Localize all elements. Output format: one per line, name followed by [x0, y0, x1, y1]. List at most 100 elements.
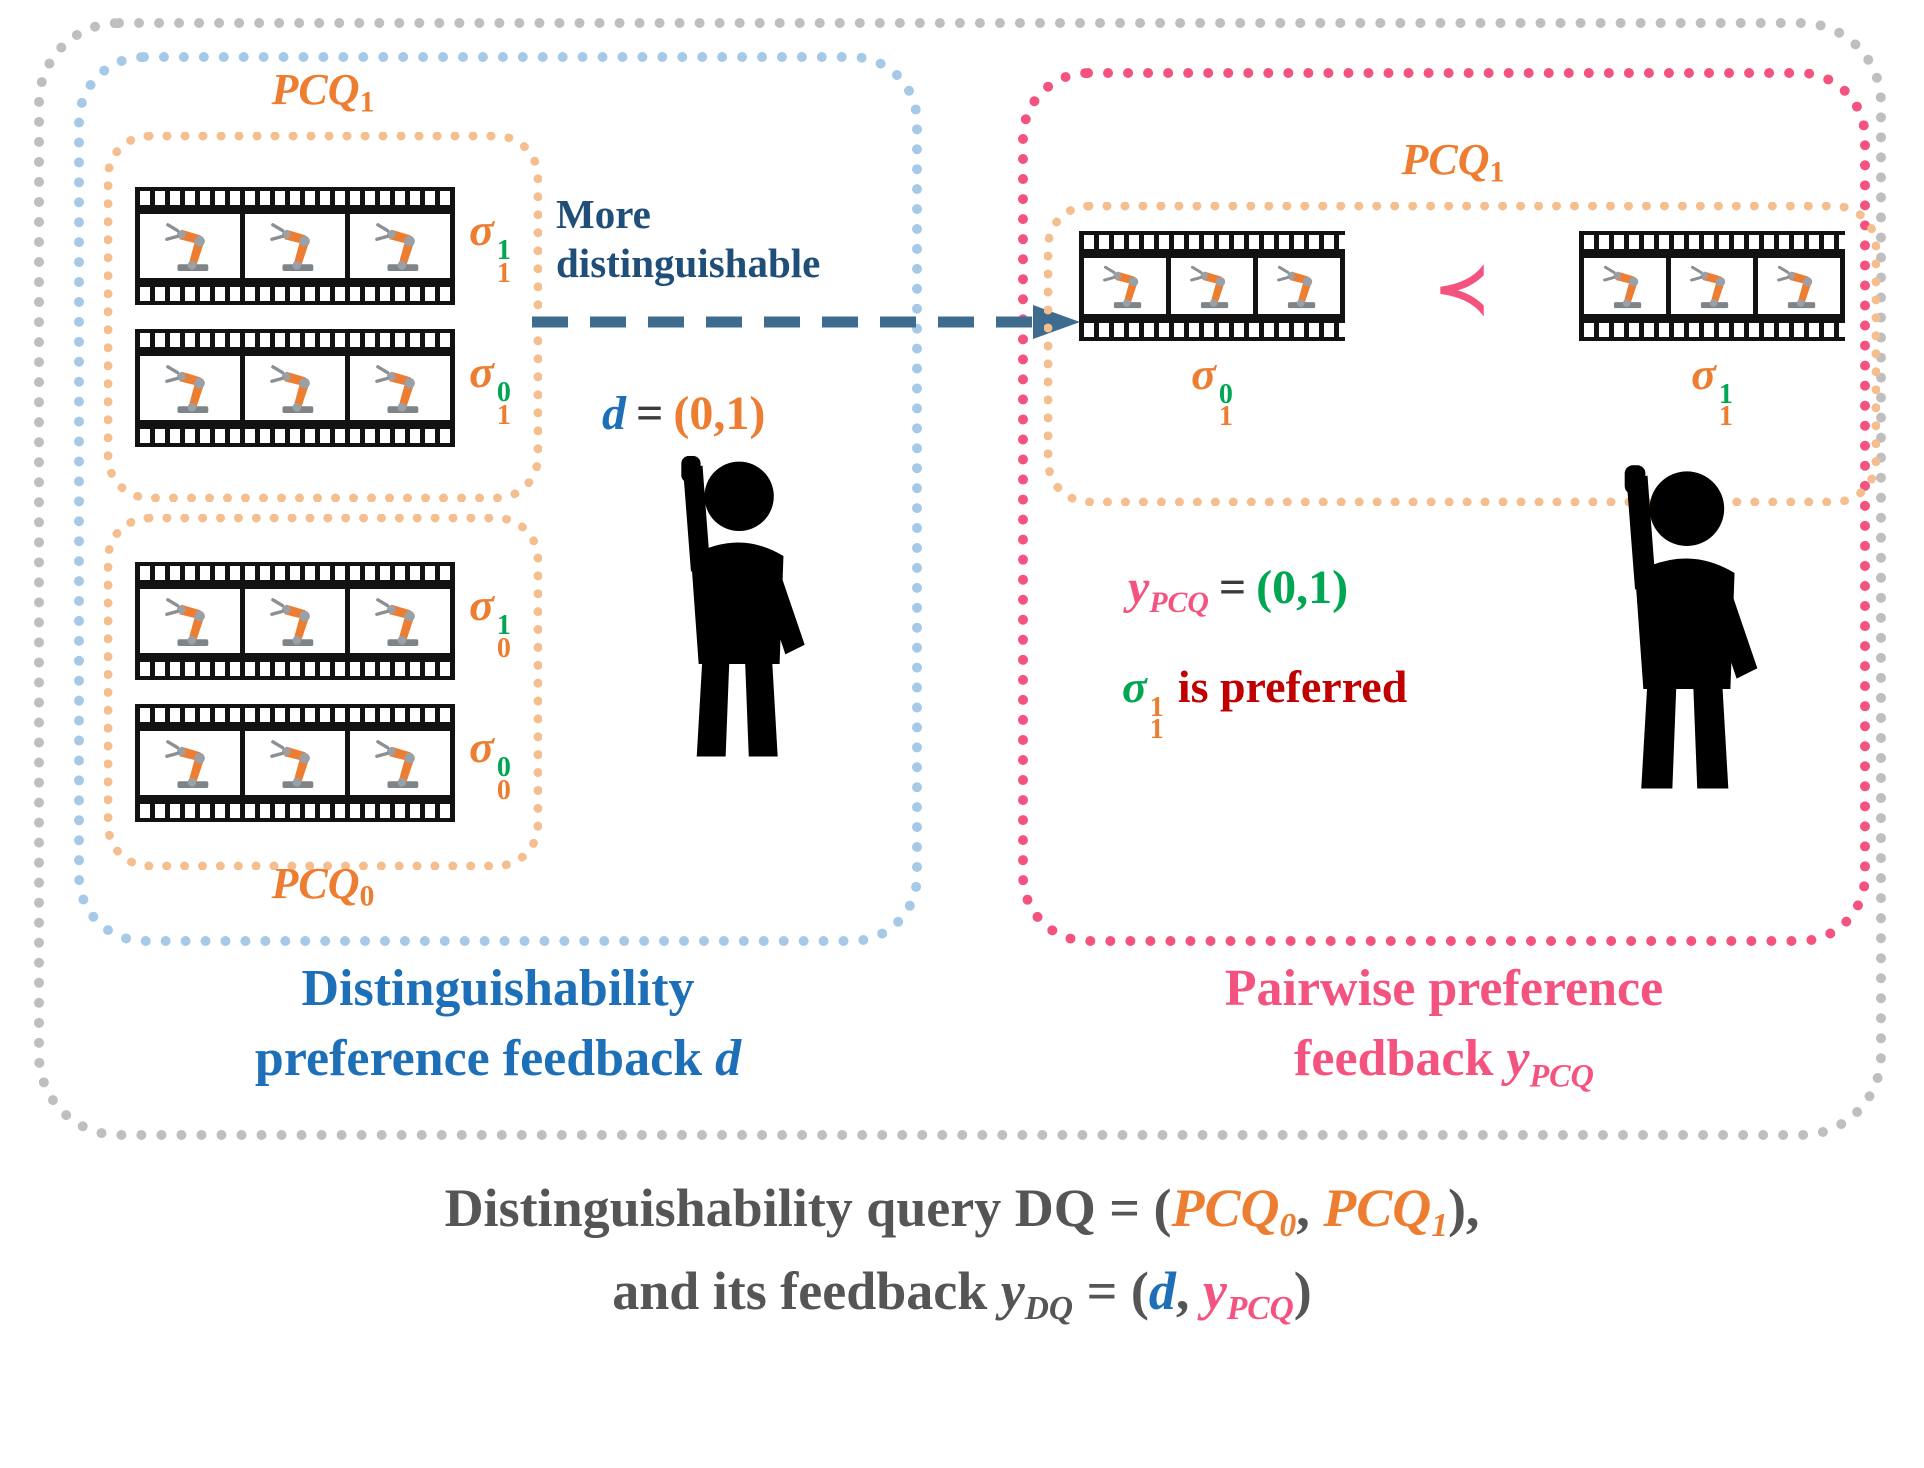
right-caption-line1: Pairwise preference [1224, 960, 1664, 1017]
filmstrip-sprockets [135, 800, 456, 822]
filmstrip [135, 187, 456, 305]
robot-arm-icon [1680, 263, 1744, 309]
filmstrip-sprockets [135, 658, 456, 680]
figure-caption: Distinguishability query DQ = (PCQ0, PCQ… [0, 1168, 1924, 1335]
filmstrip-sprockets [135, 329, 456, 351]
right-caption-line2: feedback yPCQ [1294, 1030, 1594, 1094]
filmstrip [135, 562, 456, 680]
robot-arm-icon [153, 362, 227, 414]
robot-arm-frame [345, 351, 456, 425]
robot-arm-frame [240, 351, 351, 425]
filmstrip-sprockets [1579, 319, 1845, 341]
preferred-statement: σ 1 1 is preferred [1122, 660, 1408, 746]
robot-arm-frame [135, 726, 246, 800]
filmstrip-sprockets [135, 187, 456, 209]
filmstrip [135, 704, 456, 822]
distinguishability-panel [74, 52, 922, 946]
robot-arm-icon [363, 220, 437, 272]
figure-caption-line1: Distinguishability query DQ = (PCQ0, PCQ… [444, 1178, 1480, 1245]
equals-sign: = [1218, 561, 1247, 614]
filmstrip-sprockets [135, 704, 456, 726]
robot-arm-frame [345, 726, 456, 800]
human-evaluator-icon [1548, 462, 1776, 800]
robot-arm-icon [1593, 263, 1657, 309]
pcq1-label-right: PCQ1 [1401, 135, 1505, 189]
left-caption-line1: Distinguishability [301, 960, 695, 1017]
robot-arm-frame [1253, 253, 1345, 319]
filmstrip-sprockets [1079, 231, 1345, 253]
robot-arm-icon [258, 737, 332, 789]
robot-arm-frame [1166, 253, 1258, 319]
robot-arm-frame [240, 726, 351, 800]
pcq0-label-left: PCQ0 [271, 859, 375, 913]
filmstrip-sprockets [1079, 319, 1345, 341]
ypcq-variable: yPCQ [1128, 561, 1209, 619]
ypcq-term: yPCQ [1202, 1261, 1294, 1328]
left-caption-line2: preference feedback d [254, 1030, 742, 1088]
more-distinguishable-label: More distinguishable [556, 191, 821, 287]
robot-arm-icon [258, 362, 332, 414]
robot-arm-icon [1267, 263, 1331, 309]
robot-arm-frame [240, 584, 351, 658]
robot-arm-icon [363, 595, 437, 647]
robot-arm-frame [345, 584, 456, 658]
robot-arm-icon [1767, 263, 1831, 309]
pcq1-term: PCQ1 [1323, 1178, 1448, 1245]
robot-arm-icon [363, 362, 437, 414]
precedes-symbol: ≺ [1434, 253, 1490, 326]
filmstrip-sprockets [135, 562, 456, 584]
ypcq-value: (0,1) [1256, 561, 1349, 614]
is-preferred-text: is preferred [1177, 661, 1408, 712]
filmstrip-sprockets [135, 283, 456, 305]
d-term: d [1148, 1261, 1176, 1322]
robot-arm-icon [258, 220, 332, 272]
right-panel-caption: Pairwise preference feedback yPCQ [1018, 954, 1870, 1098]
distinguishability-arrow-icon [532, 305, 1080, 339]
pairwise-preference-panel [1018, 68, 1870, 946]
robot-arm-icon [1180, 263, 1244, 309]
filmstrip-sprockets [1579, 231, 1845, 253]
robot-arm-frame [135, 584, 246, 658]
robot-arm-icon [153, 595, 227, 647]
ydq-variable: yDQ [1000, 1261, 1074, 1328]
outer-query-box [34, 18, 1886, 1140]
robot-arm-frame [345, 209, 456, 283]
filmstrip [1079, 231, 1345, 341]
human-evaluator-icon [610, 452, 822, 768]
robot-arm-frame [135, 209, 246, 283]
d-variable: d [602, 387, 626, 440]
d-equation: d = (0,1) [602, 386, 765, 441]
robot-arm-frame [1079, 253, 1171, 319]
robot-arm-frame [1579, 253, 1671, 319]
pcq0-term: PCQ0 [1171, 1178, 1297, 1245]
figure-caption-line2: and its feedback yDQ = (d, yPCQ) [612, 1261, 1312, 1328]
robot-arm-icon [258, 595, 332, 647]
robot-arm-frame [135, 351, 246, 425]
ypcq-equation: yPCQ = (0,1) [1128, 560, 1348, 620]
robot-arm-icon [1093, 263, 1157, 309]
robot-arm-icon [153, 737, 227, 789]
robot-arm-frame [240, 209, 351, 283]
pcq1-label-left: PCQ1 [271, 65, 375, 119]
filmstrip [135, 329, 456, 447]
d-variable: d [715, 1030, 742, 1088]
d-value: (0,1) [673, 387, 766, 440]
left-panel-caption: Distinguishability preference feedback d [74, 954, 922, 1094]
filmstrip-sprockets [135, 425, 456, 447]
